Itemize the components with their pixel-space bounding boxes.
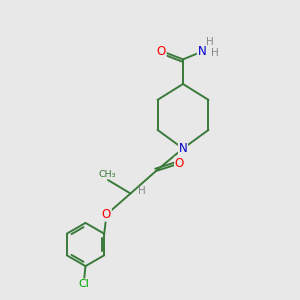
- Text: O: O: [157, 44, 166, 58]
- Text: O: O: [175, 157, 184, 170]
- Text: CH₃: CH₃: [99, 170, 116, 179]
- Text: N: N: [197, 44, 206, 58]
- Text: H: H: [206, 37, 214, 47]
- Text: O: O: [102, 208, 111, 221]
- Text: H: H: [138, 185, 146, 196]
- Text: Cl: Cl: [79, 279, 89, 289]
- Text: H: H: [211, 47, 219, 58]
- Text: N: N: [178, 142, 188, 155]
